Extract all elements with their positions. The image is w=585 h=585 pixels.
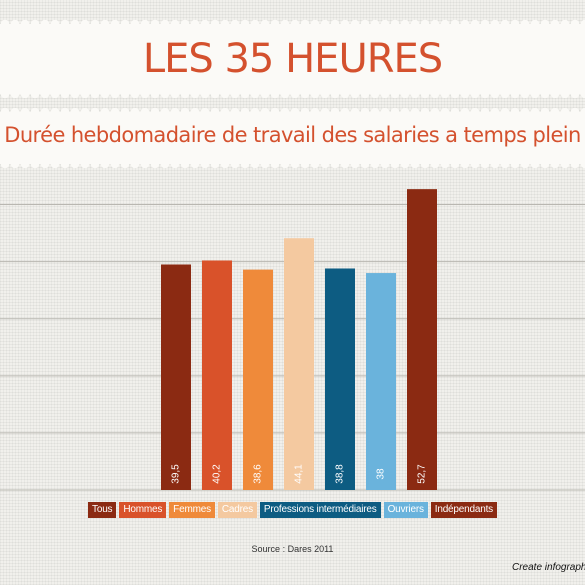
main-title: LES 35 HEURES <box>142 36 443 82</box>
subtitle-band <box>0 108 585 168</box>
legend-item: Tous <box>88 502 117 518</box>
chart-legend: Tous Hommes Femmes Cadres Professions interm… <box>0 502 585 518</box>
bar-value-label: 38,8 <box>335 464 346 484</box>
legend-item: Professions intermédiaires <box>259 502 381 518</box>
legend-item: Indépendants <box>430 502 497 518</box>
source-note: Source : Dares 2011 <box>251 544 334 554</box>
chart-subtitle: Durée hebdomadaire de travail des salari… <box>4 123 581 147</box>
bar-1 <box>202 260 232 490</box>
bar-value-label: 40,2 <box>212 464 223 484</box>
bar-6 <box>407 189 437 490</box>
bar-5 <box>366 273 396 490</box>
bar-value-label: 38 <box>376 468 387 480</box>
bar-0 <box>161 264 191 490</box>
legend-item: Femmes <box>169 502 215 518</box>
bar-value-label: 44,1 <box>294 464 305 484</box>
title-band <box>0 20 585 98</box>
bar-3 <box>284 238 314 490</box>
bar-value-label: 39,5 <box>171 464 182 484</box>
bar-value-label: 52,7 <box>417 464 428 484</box>
legend-item: Hommes <box>119 502 167 518</box>
bar-2 <box>243 269 273 490</box>
legend-item: Ouvriers <box>383 502 428 518</box>
bar-4 <box>325 268 355 490</box>
legend-item: Cadres <box>217 502 257 518</box>
credit-note: Create infographi <box>512 562 585 573</box>
bar-value-label: 38,6 <box>253 464 264 484</box>
